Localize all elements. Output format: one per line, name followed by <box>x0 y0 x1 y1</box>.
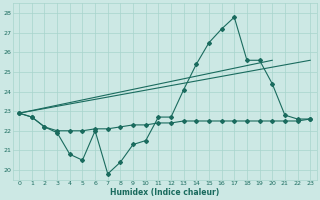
X-axis label: Humidex (Indice chaleur): Humidex (Indice chaleur) <box>110 188 219 197</box>
